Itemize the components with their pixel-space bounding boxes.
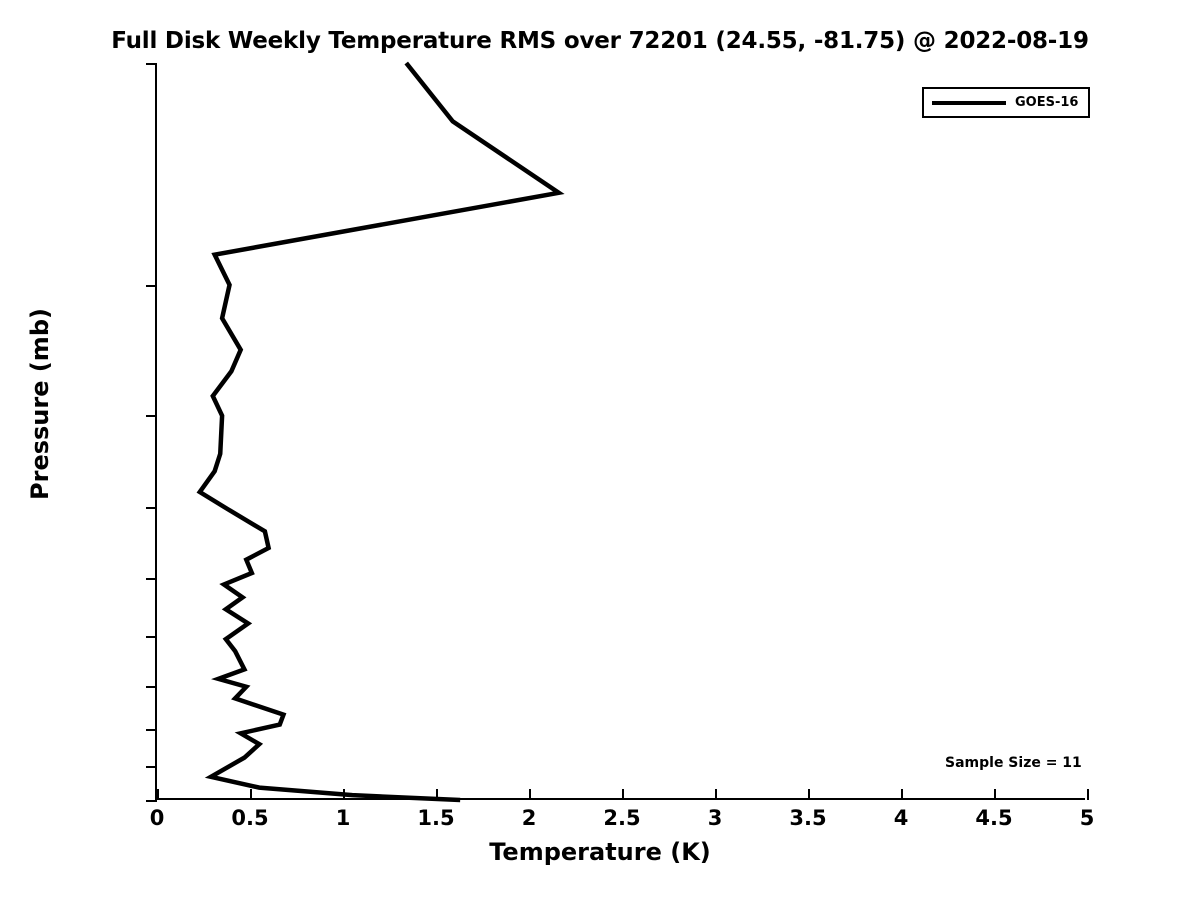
y-tick-1000: [146, 800, 157, 802]
chart-title: Full Disk Weekly Temperature RMS over 72…: [111, 28, 1089, 54]
x-axis-title: Temperature (K): [489, 838, 711, 866]
x-tick-label-4.5: 4.5: [975, 806, 1013, 830]
y-tick-600: [146, 636, 157, 639]
y-tick-700: [146, 685, 157, 688]
y-tick-400: [146, 506, 157, 509]
x-tick-2.5: [622, 789, 624, 800]
plot-area: 1002003004005006007008009001000 00.511.5…: [146, 61, 1094, 830]
x-tick-3: [715, 789, 717, 800]
legend-label-goes-16: GOES-16: [1015, 95, 1079, 110]
x-tick-label-2: 2: [521, 806, 537, 830]
y-tick-100: [146, 63, 157, 65]
x-tick-4: [901, 789, 903, 800]
x-tick-1.5: [436, 789, 438, 800]
sample-size-annotation: Sample Size = 11: [945, 755, 1082, 771]
x-tick-label-3.5: 3.5: [789, 806, 827, 830]
y-axis-title: Pressure (mb): [26, 308, 54, 500]
y-tick-300: [146, 414, 157, 417]
x-tick-1: [343, 789, 345, 800]
y-tick-200: [146, 284, 157, 287]
series-layer: [196, 61, 565, 803]
x-tick-2: [529, 789, 531, 800]
x-tick-label-1.5: 1.5: [417, 806, 455, 830]
x-tick-0.5: [250, 789, 252, 800]
x-tick-0: [157, 789, 159, 800]
x-tick-label-3: 3: [707, 806, 723, 830]
data-line-goes-16: [196, 61, 565, 803]
x-tick-4.5: [994, 789, 996, 800]
y-tick-800: [146, 728, 157, 731]
x-tick-label-2.5: 2.5: [603, 806, 641, 830]
x-tick-label-4: 4: [893, 806, 909, 830]
y-tick-900: [146, 766, 157, 769]
x-tick-label-0.5: 0.5: [231, 806, 269, 830]
x-tick-label-5: 5: [1079, 806, 1095, 830]
x-tick-label-1: 1: [335, 806, 351, 830]
legend[interactable]: GOES-16: [922, 87, 1091, 118]
y-tick-500: [146, 578, 157, 581]
x-tick-3.5: [808, 789, 810, 800]
x-tick-label-0: 0: [149, 806, 165, 830]
x-tick-5: [1087, 789, 1089, 800]
legend-line-swatch: [932, 100, 1006, 105]
